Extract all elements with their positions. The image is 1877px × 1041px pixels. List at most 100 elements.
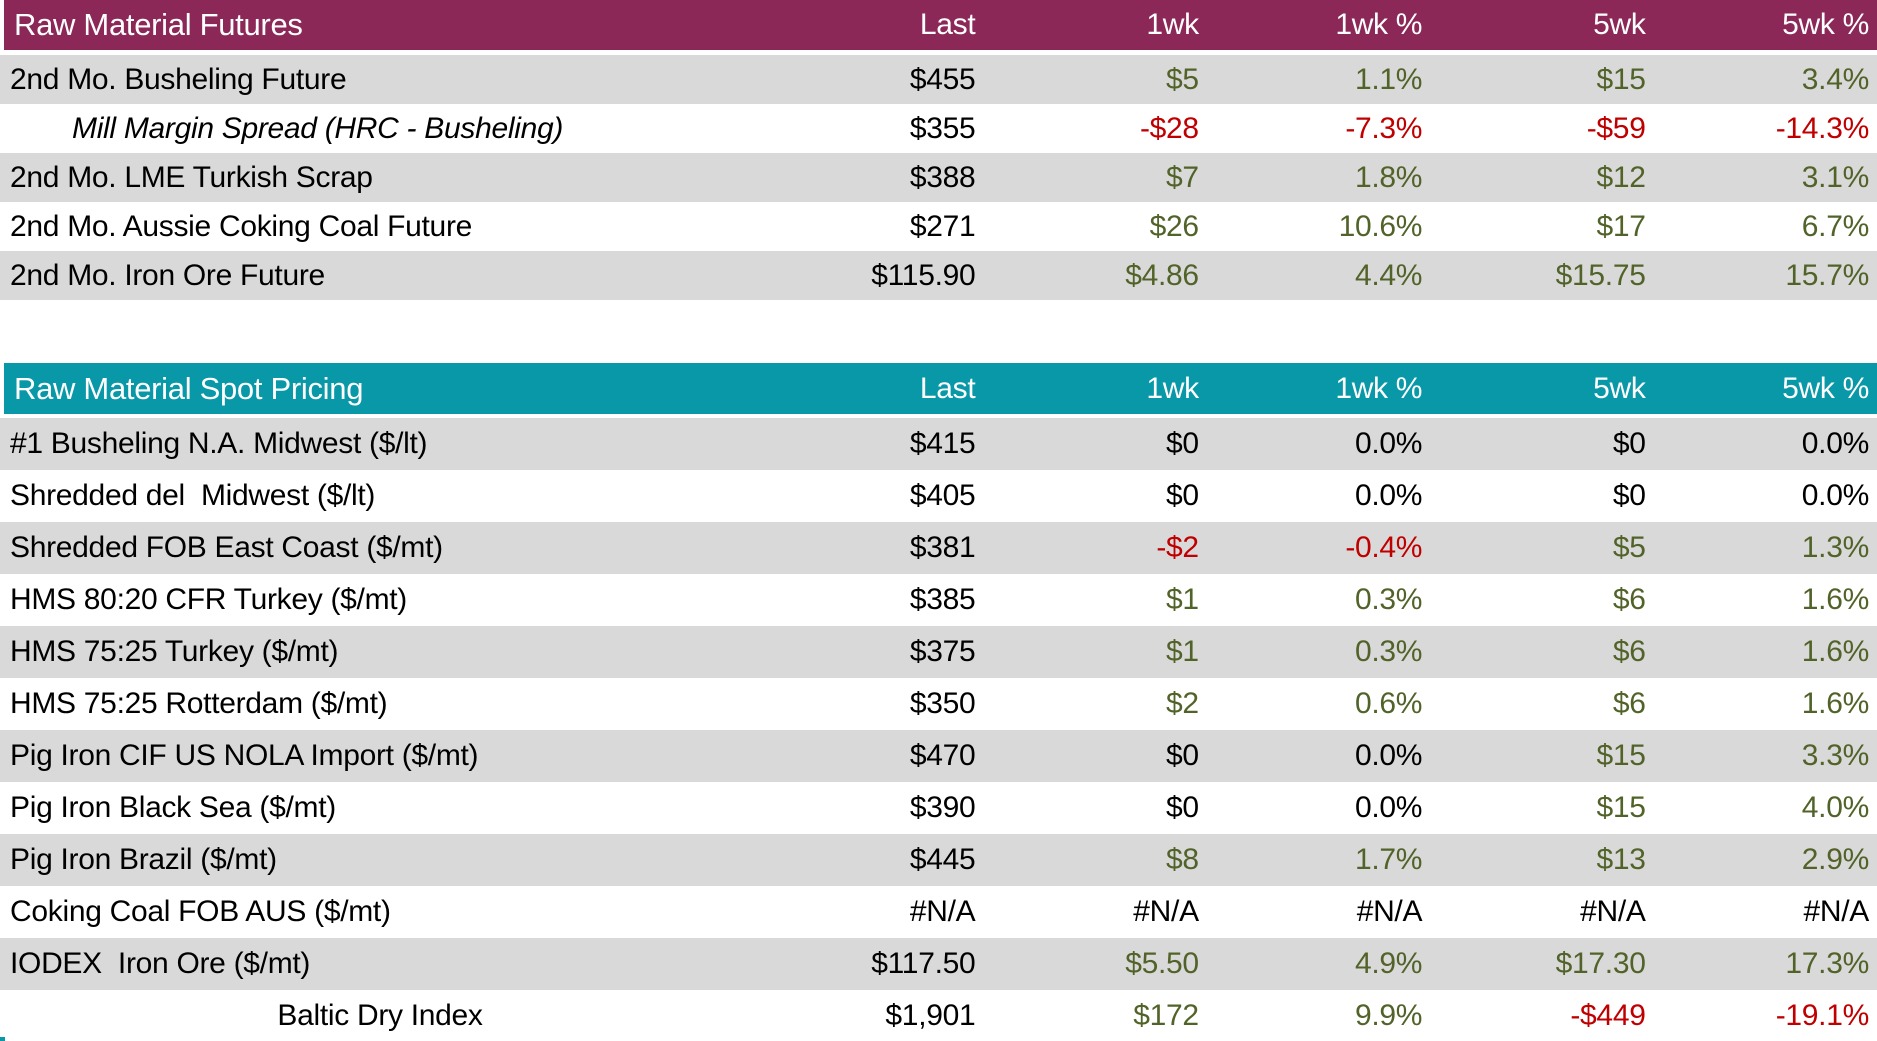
row-label: Baltic Dry Index — [277, 999, 483, 1032]
value-cell: $2 — [1166, 687, 1199, 720]
value-cell: 4.9% — [1355, 947, 1423, 980]
value-cell: $405 — [909, 479, 976, 512]
value-cell: 0.0% — [1355, 739, 1423, 772]
table-row: #1 Busheling N.A. Midwest ($/lt) $415 $0 0.… — [0, 418, 1877, 470]
column-header-1wk-pct: 1wk % — [1335, 371, 1423, 405]
value-cell: $17 — [1596, 209, 1646, 243]
value-cell: 0.0% — [1801, 427, 1869, 460]
value-cell: 0.0% — [1801, 479, 1869, 512]
value-cell: $17.30 — [1555, 947, 1646, 980]
value-cell: $1 — [1166, 583, 1199, 616]
table-row: IODEX Iron Ore ($/mt) $117.50 $5.50 4.9% $17… — [0, 938, 1877, 990]
value-cell: $355 — [909, 111, 976, 145]
row-label: IODEX Iron Ore ($/mt) — [10, 947, 311, 980]
value-cell: -19.1% — [1775, 999, 1870, 1032]
value-cell: -$2 — [1156, 531, 1199, 564]
value-cell: $0 — [1612, 479, 1646, 512]
value-cell: -$449 — [1570, 999, 1646, 1032]
value-cell: -14.3% — [1775, 111, 1870, 145]
table-row: 2nd Mo. Iron Ore Future $115.90 $4.86 4.4% $… — [0, 251, 1877, 300]
value-cell: 1.6% — [1801, 583, 1869, 616]
table-row: 2nd Mo. Aussie Coking Coal Future $271 $26… — [0, 202, 1877, 251]
value-cell: 4.0% — [1801, 791, 1869, 824]
row-label: Coking Coal FOB AUS ($/mt) — [10, 895, 391, 928]
value-cell: $381 — [909, 531, 976, 564]
value-cell: $15 — [1596, 791, 1646, 824]
table-row: Pig Iron Black Sea ($/mt) $390 $0 0.0% $15 4.… — [0, 782, 1877, 834]
value-cell: -$28 — [1139, 111, 1199, 145]
futures-table-title: Raw Material Futures — [14, 7, 303, 42]
spot-table-title: Raw Material Spot Pricing — [14, 370, 364, 406]
value-cell: 0.0% — [1355, 479, 1423, 512]
value-cell: 0.3% — [1355, 635, 1423, 668]
value-cell: 10.6% — [1338, 209, 1423, 243]
table-row: Shredded FOB East Coast ($/mt) $381 -$2 -0.… — [0, 522, 1877, 574]
value-cell: 9.9% — [1355, 999, 1423, 1032]
value-cell: 0.0% — [1355, 791, 1423, 824]
table-row: Pig Iron CIF US NOLA Import ($/mt) $470 $0… — [0, 730, 1877, 782]
value-cell: $5 — [1166, 62, 1199, 96]
spot-pricing-table: Raw Material Spot Pricing Last 1wk 1wk %… — [0, 363, 1877, 1041]
spot-table-body: #1 Busheling N.A. Midwest ($/lt) $415 $0 0.… — [0, 418, 1877, 1041]
value-cell: $6 — [1612, 635, 1646, 668]
value-cell: 1.8% — [1355, 160, 1423, 194]
value-cell: $117.50 — [871, 947, 976, 980]
value-cell: 1.6% — [1801, 687, 1869, 720]
column-header-1wk-pct: 1wk % — [1335, 8, 1423, 41]
column-header-1wk: 1wk — [1146, 8, 1199, 41]
row-label: #1 Busheling N.A. Midwest ($/lt) — [10, 427, 428, 460]
value-cell: $15 — [1596, 739, 1646, 772]
value-cell: $0 — [1166, 791, 1199, 824]
table-row: Shredded del Midwest ($/lt) $405 $0 0.0% $0 0… — [0, 470, 1877, 522]
table-row: Baltic Dry Index $1,901 $172 9.9% -$449 -19.1… — [0, 990, 1877, 1041]
table-row: HMS 75:25 Turkey ($/mt) $375 $1 0.3% $6 1.6% — [0, 626, 1877, 678]
value-cell: $455 — [909, 62, 976, 96]
value-cell: 3.4% — [1801, 62, 1869, 96]
spot-table-header: Raw Material Spot Pricing Last 1wk 1wk %… — [4, 363, 1877, 414]
value-cell: 0.0% — [1355, 427, 1423, 460]
row-label: HMS 75:25 Rotterdam ($/mt) — [10, 687, 388, 720]
row-label: HMS 75:25 Turkey ($/mt) — [10, 635, 339, 668]
value-cell: -0.4% — [1345, 531, 1423, 564]
value-cell: 1.7% — [1355, 843, 1423, 876]
value-cell: $0 — [1166, 739, 1199, 772]
value-cell: $4.86 — [1125, 258, 1199, 292]
value-cell: $6 — [1612, 583, 1646, 616]
value-cell: #N/A — [1580, 895, 1646, 928]
value-cell: #N/A — [1356, 895, 1423, 928]
value-cell: $415 — [909, 427, 976, 460]
row-label: Shredded FOB East Coast ($/mt) — [10, 531, 443, 564]
value-cell: 2.9% — [1801, 843, 1869, 876]
value-cell: 1.6% — [1801, 635, 1869, 668]
value-cell: 3.3% — [1801, 739, 1869, 772]
value-cell: $0 — [1612, 427, 1646, 460]
value-cell: 3.1% — [1801, 160, 1869, 194]
value-cell: $13 — [1596, 843, 1646, 876]
value-cell: $388 — [909, 160, 976, 194]
value-cell: $0 — [1166, 479, 1199, 512]
value-cell: $0 — [1166, 427, 1199, 460]
value-cell: $12 — [1596, 160, 1646, 194]
value-cell: $26 — [1149, 209, 1199, 243]
value-cell: #N/A — [1133, 895, 1199, 928]
value-cell: 4.4% — [1355, 258, 1423, 292]
row-label: 2nd Mo. Busheling Future — [10, 62, 347, 96]
row-label: HMS 80:20 CFR Turkey ($/mt) — [10, 583, 407, 616]
row-label: 2nd Mo. Aussie Coking Coal Future — [10, 209, 473, 243]
table-row: HMS 75:25 Rotterdam ($/mt) $350 $2 0.6% $6 1.… — [0, 678, 1877, 730]
next-table-header-sliver — [0, 1037, 5, 1041]
value-cell: $15 — [1596, 62, 1646, 96]
column-header-last: Last — [919, 8, 976, 41]
value-cell: #N/A — [909, 895, 976, 928]
table-row: Pig Iron Brazil ($/mt) $445 $8 1.7% $13 2.9% — [0, 834, 1877, 886]
column-header-5wk: 5wk — [1593, 371, 1646, 405]
value-cell: $350 — [909, 687, 976, 720]
table-row: Coking Coal FOB AUS ($/mt) #N/A #N/A #N/A #N… — [0, 886, 1877, 938]
row-label: Mill Margin Spread (HRC - Busheling) — [72, 111, 564, 145]
value-cell: $172 — [1133, 999, 1199, 1032]
value-cell: $15.75 — [1555, 258, 1646, 292]
value-cell: $1,901 — [885, 999, 976, 1032]
table-row: HMS 80:20 CFR Turkey ($/mt) $385 $1 0.3% $6 1… — [0, 574, 1877, 626]
value-cell: $470 — [909, 739, 976, 772]
